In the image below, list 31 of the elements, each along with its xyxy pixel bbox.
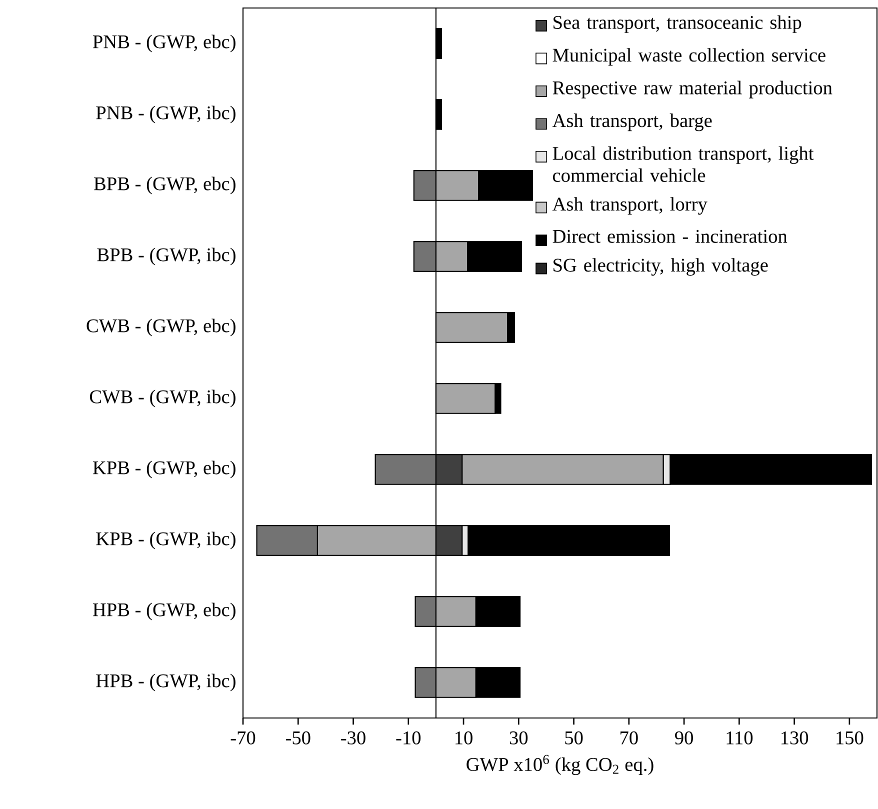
y-tick-label: HPB - (GWP, ibc) (96, 674, 236, 692)
legend-label: Ash transport, lorry (552, 197, 708, 215)
x-tick-label: 90 (675, 731, 693, 744)
y-tick-label: PNB - (GWP, ebc) (92, 34, 236, 52)
y-tick-label: KPB - (GWP, ebc) (92, 460, 236, 478)
x-tick-label: -70 (230, 731, 256, 744)
x-tick-label: 130 (782, 731, 808, 744)
y-tick-label: HPB - (GWP, ebc) (92, 602, 236, 620)
x-tick-label: 10 (456, 731, 472, 744)
x-tick-label: 150 (836, 731, 864, 744)
legend-label: Sea transport, transoceanic ship (554, 15, 802, 33)
legend-label: SG electricity, high voltage (554, 258, 768, 276)
x-tick-label: 110 (726, 731, 753, 744)
x-axis-title: GWP x10$^{6}$ (kg CO$_{2}$ eq.) (466, 754, 654, 776)
y-tick-label: CWB - (GWP, ebc) (86, 318, 236, 336)
y-tick-label: KPB - (GWP, ibc) (96, 532, 236, 550)
legend-label: Respective raw material production (552, 80, 832, 98)
y-tick-label: CWB - (GWP, ibc) (90, 390, 236, 408)
x-tick-label: 70 (620, 731, 638, 744)
legend-label: Local distribution transport, light commercial vehicle (552, 146, 814, 182)
legend-label: Ash transport, barge (552, 114, 712, 132)
x-tick-label: -30 (341, 731, 366, 744)
y-tick-label: PNB - (GWP, ibc) (96, 106, 236, 124)
x-tick-label: -10 (396, 731, 421, 744)
y-tick-label: BPB - (GWP, ebc) (94, 176, 236, 194)
y-tick-label: BPB - (GWP, ibc) (97, 248, 236, 266)
legend-label: Municipal waste collection service (552, 48, 826, 66)
legend-label: Direct emission - incineration (552, 230, 788, 243)
x-tick-label: 50 (565, 731, 583, 744)
x-tick-label: -50 (286, 731, 310, 744)
x-tick-label: 30 (510, 731, 528, 744)
